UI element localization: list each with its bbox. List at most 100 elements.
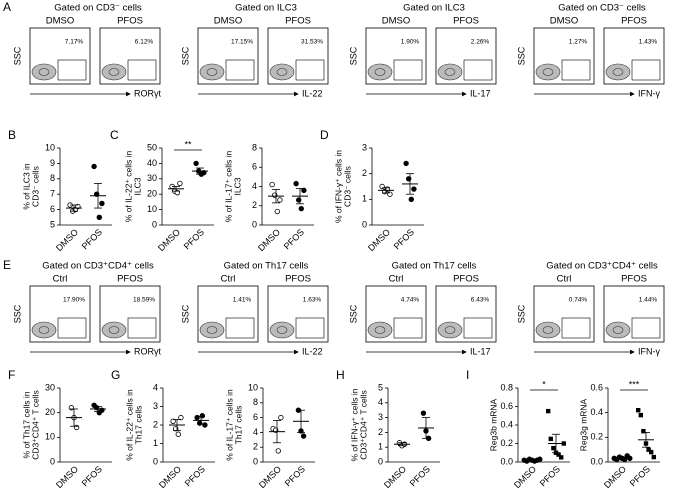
x-tick-label: DMSO <box>366 227 392 253</box>
data-point <box>636 408 641 413</box>
condition-label: Ctrl <box>53 274 68 285</box>
x-tick-label: DMSO <box>512 464 538 490</box>
x-tick-label: PFOS <box>392 227 416 251</box>
cell-cloud <box>367 321 393 339</box>
data-point <box>649 449 654 455</box>
cell-core <box>444 326 456 334</box>
y-tick-label: 1 <box>362 194 367 204</box>
gate-percent: 0.74% <box>569 297 588 304</box>
y-axis-label: % of IL-22⁺ cells in <box>124 389 134 461</box>
y-tick-label: 2 <box>153 419 158 429</box>
gate <box>127 317 157 339</box>
flow-plot-frame <box>29 27 91 85</box>
cell-core <box>612 68 624 76</box>
data-point <box>651 454 656 460</box>
condition-label: PFOS <box>285 274 311 285</box>
data-point <box>278 414 284 421</box>
panel-letter: I <box>466 368 469 382</box>
y-tick-label: 3 <box>153 401 158 411</box>
y-tick-label: 0.0 <box>500 456 513 466</box>
gate-percent: 6.12% <box>135 39 154 46</box>
x-tick-label: PFOS <box>538 464 562 488</box>
y-tick-label: 6 <box>253 412 258 422</box>
gate <box>561 59 591 81</box>
y-tick-label: 10 <box>45 142 55 152</box>
flow-ylabel: SSC <box>180 46 190 65</box>
flow-marker: RORγt <box>134 346 161 356</box>
y-axis-label: ILC3 <box>132 177 142 195</box>
flow-ylabel: SSC <box>348 304 358 323</box>
condition-label: DMSO <box>550 16 579 27</box>
gate-percent: 17.90% <box>63 297 85 304</box>
y-axis-label: Reg3b mRNA <box>488 398 498 451</box>
y-tick-label: 30 <box>45 382 55 392</box>
data-point <box>646 447 651 452</box>
gate-percent: 1.43% <box>639 39 658 46</box>
flow-plot-frame <box>99 285 161 343</box>
gate-percent: 6.43% <box>471 297 490 304</box>
gate-percent: 1.27% <box>569 39 588 46</box>
flow-title: Gated on ILC3 <box>403 3 465 14</box>
gate-percent: 2.26% <box>471 39 490 46</box>
significance: * <box>542 379 546 389</box>
flow-plot-frame <box>197 27 259 85</box>
flow-ylabel: SSC <box>348 46 358 65</box>
flow-plot-frame <box>99 27 161 85</box>
condition-label: Ctrl <box>389 274 404 285</box>
x-tick-label: PFOS <box>183 464 207 488</box>
significance: ** <box>184 139 192 149</box>
x-tick-label: DMSO <box>54 464 80 490</box>
x-tick-label: DMSO <box>257 464 283 490</box>
y-axis-label: CD3⁻ cells <box>342 166 352 207</box>
data-point <box>420 410 427 416</box>
flow-plot-frame <box>603 27 665 85</box>
y-tick-label: 6 <box>252 162 257 172</box>
y-axis-label: % of IFN-γ⁺ cells in <box>333 150 343 223</box>
y-tick-label: 9 <box>50 158 55 168</box>
cell-cloud <box>535 321 561 339</box>
flow-marker: IL-22 <box>302 346 323 356</box>
y-tick-label: 0.2 <box>500 438 513 448</box>
y-tick-label: 4 <box>153 382 158 392</box>
cell-core <box>444 68 456 76</box>
data-point <box>202 422 208 428</box>
data-point <box>177 180 183 187</box>
gate <box>463 317 493 339</box>
y-tick-label: 0.6 <box>590 382 603 392</box>
y-tick-label: 0 <box>50 456 55 466</box>
data-point <box>548 436 553 442</box>
data-point <box>175 431 181 437</box>
y-tick-label: 8 <box>50 173 55 183</box>
panel-letter: D <box>320 128 329 142</box>
data-point <box>293 180 299 187</box>
cell-cloud <box>367 63 393 81</box>
y-axis-label: Reg3g mRNA <box>578 398 588 451</box>
data-point <box>96 214 102 220</box>
cell-core <box>612 326 624 334</box>
y-axis-label: CD3⁺CD4⁺ T cells <box>30 390 40 460</box>
flow-ylabel: SSC <box>180 304 190 323</box>
flow-ylabel: SSC <box>12 46 22 65</box>
gate <box>631 317 661 339</box>
condition-label: PFOS <box>621 274 647 285</box>
x-tick-label: PFOS <box>80 227 104 251</box>
gate <box>393 317 423 339</box>
y-tick-label: 6 <box>50 204 55 214</box>
y-tick-label: 1 <box>153 438 158 448</box>
flow-plot-frame <box>365 27 427 85</box>
y-tick-label: 0 <box>252 219 257 229</box>
cell-cloud <box>199 321 225 339</box>
y-tick-label: 0 <box>153 456 158 466</box>
y-axis-label: Th17 cells <box>133 406 143 445</box>
cell-cloud <box>437 63 463 81</box>
cell-cloud <box>605 321 631 339</box>
data-point <box>537 456 543 462</box>
flow-title: Gated on CD3⁺CD4⁺ cells <box>42 261 154 272</box>
y-tick-label: 0.4 <box>500 419 513 429</box>
data-point <box>559 455 564 460</box>
flow-ylabel: SSC <box>12 304 22 323</box>
y-axis-label: CD3⁻ cells <box>30 166 40 207</box>
y-axis-label: % of IFN-γ⁺ cells in <box>349 388 359 461</box>
data-point <box>556 452 561 457</box>
cell-cloud <box>101 321 127 339</box>
